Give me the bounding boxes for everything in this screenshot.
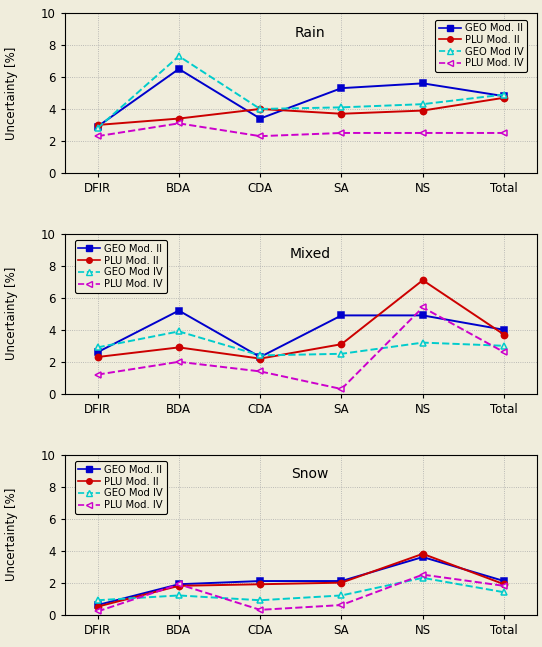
Y-axis label: Uncertainty [%]: Uncertainty [%] [5,47,18,140]
Y-axis label: Uncertainty [%]: Uncertainty [%] [5,267,18,360]
Y-axis label: Uncertainty [%]: Uncertainty [%] [5,488,18,581]
Legend: GEO Mod. II, PLU Mod. II, GEO Mod IV, PLU Mod. IV: GEO Mod. II, PLU Mod. II, GEO Mod IV, PL… [75,461,166,514]
Text: Rain: Rain [295,26,326,39]
Text: Mixed: Mixed [289,247,331,261]
Legend: GEO Mod. II, PLU Mod. II, GEO Mod IV, PLU Mod. IV: GEO Mod. II, PLU Mod. II, GEO Mod IV, PL… [75,241,166,293]
Text: Snow: Snow [292,467,329,481]
Legend: GEO Mod. II, PLU Mod. II, GEO Mod IV, PLU Mod. IV: GEO Mod. II, PLU Mod. II, GEO Mod IV, PL… [435,19,527,72]
